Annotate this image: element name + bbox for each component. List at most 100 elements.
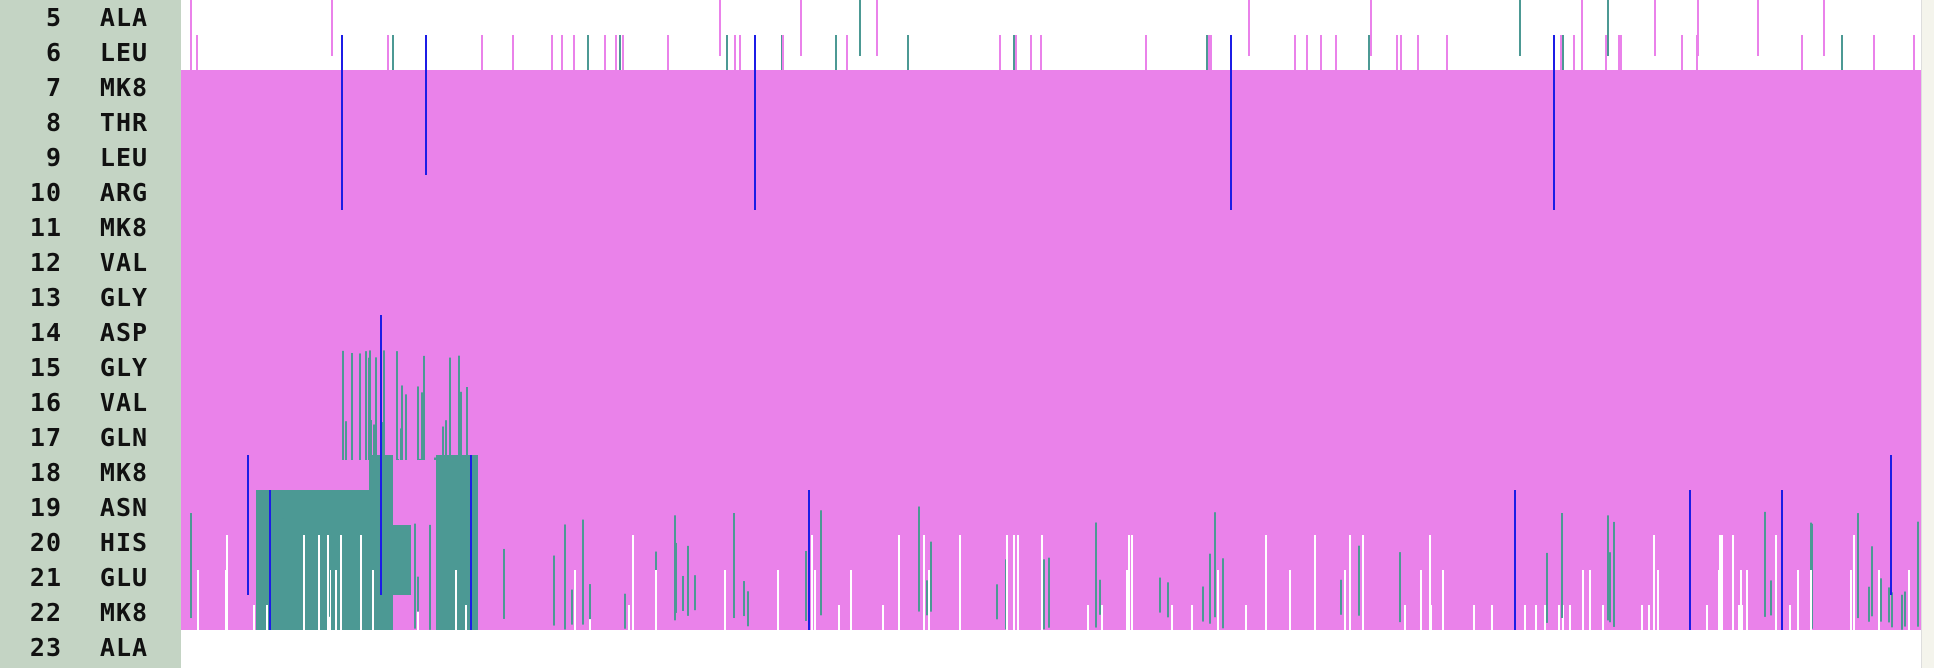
tick-mark [587, 35, 589, 70]
residue-number: 9 [45, 143, 62, 172]
tick-mark [1609, 552, 1611, 623]
tick-mark [197, 570, 199, 630]
residue-row: 22 MK8 [0, 595, 181, 630]
tick-mark [1349, 535, 1351, 630]
tick-mark [1099, 579, 1101, 615]
tick-mark [1030, 35, 1032, 70]
tick-mark [190, 35, 192, 70]
tick-mark [1891, 592, 1893, 628]
tick-mark [838, 605, 840, 630]
residue-name: LEU [99, 38, 149, 67]
tick-mark [1306, 35, 1308, 70]
blue-line [1230, 35, 1232, 210]
tick-mark [719, 0, 721, 56]
tick-mark [1841, 35, 1843, 70]
residue-number: 7 [45, 73, 62, 102]
tick-mark [1320, 35, 1322, 70]
tick-mark [846, 35, 848, 70]
tick-mark [604, 35, 606, 70]
tick-mark [1396, 35, 1398, 70]
residue-row: 18 MK8 [0, 455, 181, 490]
tick-mark [1544, 605, 1546, 630]
teal-block [341, 525, 411, 595]
tick-mark [400, 457, 402, 460]
tick-mark [835, 35, 837, 70]
tick-mark [331, 0, 333, 56]
tick-mark [1810, 570, 1812, 630]
tick-mark [1607, 515, 1609, 621]
tick-mark [1681, 35, 1683, 70]
tick-mark [1770, 580, 1772, 616]
tick-mark [1607, 0, 1609, 56]
tick-mark [1721, 535, 1723, 630]
tick-mark [747, 591, 749, 627]
tick-mark [1718, 570, 1720, 630]
tick-mark [442, 426, 444, 460]
tick-mark [1013, 535, 1015, 630]
tick-mark [589, 584, 591, 620]
tick-mark [226, 570, 228, 630]
blue-line [754, 35, 756, 210]
blue-line [1514, 490, 1516, 630]
tick-mark [363, 592, 365, 628]
tick-mark [814, 570, 816, 630]
tick-mark [571, 589, 573, 625]
tick-mark [820, 510, 822, 616]
tick-mark [959, 535, 961, 630]
residue-number: 11 [29, 213, 62, 242]
residue-row: 15 GLY [0, 350, 181, 385]
tick-mark [503, 548, 505, 619]
tick-mark [1519, 0, 1521, 56]
tick-mark [1657, 570, 1659, 630]
tick-mark [1620, 35, 1622, 70]
tick-mark [451, 458, 453, 460]
tick-mark [1209, 553, 1211, 624]
tick-mark [1917, 521, 1919, 627]
tick-mark [1764, 511, 1766, 617]
tick-mark [1561, 512, 1563, 618]
tick-mark [335, 570, 337, 630]
tick-mark [196, 35, 198, 70]
blue-line [269, 490, 271, 630]
tick-mark [999, 35, 1001, 70]
residue-number: 13 [29, 283, 62, 312]
residue-name: MK8 [99, 73, 149, 102]
tick-mark [1210, 35, 1212, 70]
tick-mark [1167, 582, 1169, 618]
tick-mark [876, 0, 878, 56]
tick-mark [1602, 605, 1604, 630]
blue-line [808, 490, 810, 630]
tick-mark [800, 0, 802, 56]
residue-row: 19 ASN [0, 490, 181, 525]
tick-mark [1901, 594, 1903, 630]
residue-name: GLN [99, 423, 149, 452]
tick-mark [1880, 586, 1882, 622]
tick-mark [1562, 35, 1564, 70]
tick-mark [1171, 605, 1173, 630]
tick-mark [318, 535, 320, 630]
tick-mark [615, 35, 617, 70]
tick-mark [1340, 579, 1342, 615]
tick-mark [1128, 535, 1130, 630]
residue-row: 5 ALA [0, 0, 181, 35]
blue-line [425, 35, 427, 175]
tick-mark [687, 545, 689, 616]
tick-mark [996, 584, 998, 620]
tick-mark [445, 420, 447, 460]
tick-mark [1126, 570, 1128, 630]
tick-mark [1265, 535, 1267, 630]
tick-mark [1400, 35, 1402, 70]
residue-name: HIS [99, 528, 149, 557]
tick-mark [1043, 559, 1045, 630]
residue-name: VAL [99, 248, 149, 277]
tick-mark [375, 357, 377, 460]
blue-line [380, 315, 382, 595]
residue-number: 20 [29, 528, 62, 557]
residue-name: MK8 [99, 598, 149, 627]
tick-mark [694, 575, 696, 611]
tick-mark [553, 555, 555, 626]
tick-mark [256, 579, 258, 615]
tick-mark [1789, 605, 1791, 630]
residue-number: 5 [45, 3, 62, 32]
tick-mark [551, 35, 553, 70]
